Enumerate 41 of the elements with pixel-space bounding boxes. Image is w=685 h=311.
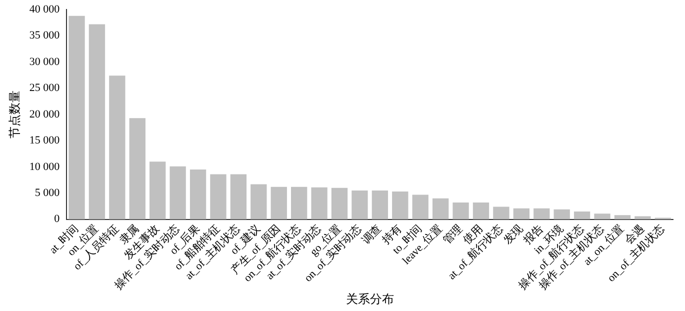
bar — [392, 192, 408, 220]
bar — [493, 206, 510, 220]
bar — [594, 214, 610, 220]
bar — [270, 186, 287, 220]
bar — [230, 174, 247, 220]
bar — [472, 202, 490, 220]
bar — [291, 186, 308, 220]
y-tick-label: 40 000 — [29, 3, 60, 16]
bar — [129, 118, 146, 220]
x-tick-label: 管理 — [440, 222, 465, 247]
bar — [170, 166, 186, 220]
bar — [412, 194, 428, 220]
y-tick-label: 20 000 — [29, 108, 60, 120]
bar — [554, 209, 570, 220]
bar — [311, 187, 328, 220]
y-tick-label: 35 000 — [29, 30, 60, 42]
bar — [352, 190, 368, 220]
bar — [190, 170, 206, 220]
bar — [372, 190, 388, 220]
y-tick-label: 30 000 — [29, 56, 60, 68]
bar — [452, 202, 469, 220]
y-tick-label: 15 000 — [29, 134, 60, 147]
y-tick-label: 5 000 — [34, 187, 60, 200]
bar — [109, 76, 126, 220]
bar — [574, 211, 590, 220]
bar — [88, 24, 106, 220]
y-axis-title: 节点数量 — [7, 90, 22, 138]
bar — [250, 184, 267, 220]
bar — [331, 188, 348, 220]
bar — [614, 215, 631, 220]
y-tick-label: 10 000 — [29, 160, 60, 173]
bar — [68, 16, 85, 220]
x-axis-title: 关系分布 — [346, 292, 394, 306]
bar — [513, 208, 530, 220]
bar — [210, 174, 226, 220]
y-tick-label: 0 — [54, 213, 60, 226]
bar — [432, 198, 449, 220]
y-tick-label: 25 000 — [29, 82, 60, 94]
bar — [634, 216, 651, 220]
bar — [534, 208, 550, 220]
bar — [150, 162, 166, 220]
